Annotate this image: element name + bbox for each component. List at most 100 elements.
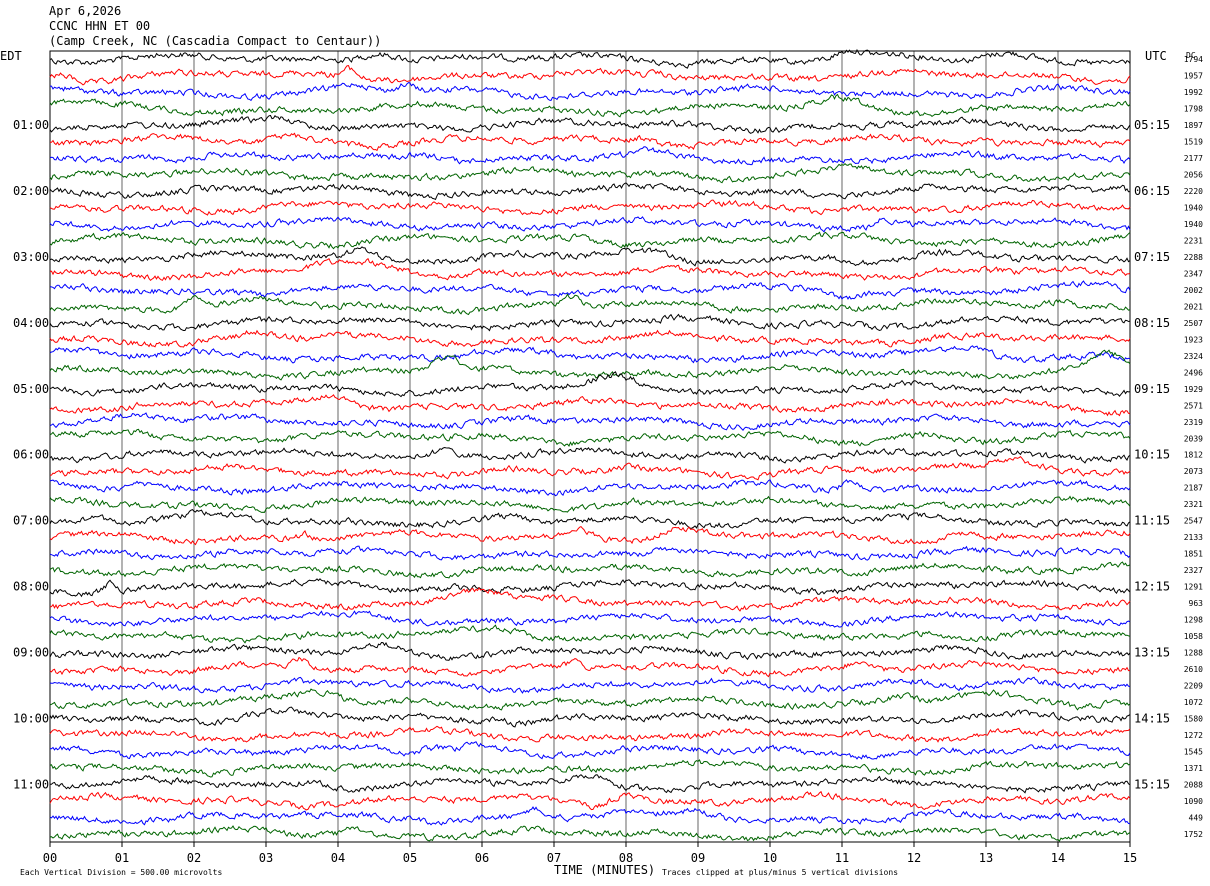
utc-hour-label: 09:15	[1134, 382, 1170, 396]
x-tick-label: 09	[691, 851, 705, 865]
trace-line	[49, 495, 1131, 513]
dc-offset-label: 2231	[1184, 237, 1203, 246]
trace-line	[49, 525, 1131, 546]
edt-hour-label: 07:00	[13, 514, 49, 528]
dc-offset-label: 2571	[1184, 401, 1203, 410]
dc-offset-label: 963	[1189, 599, 1204, 608]
trace-line	[49, 349, 1131, 381]
trace-line	[49, 587, 1131, 612]
x-tick-label: 15	[1123, 851, 1137, 865]
dc-offset-label: 2347	[1184, 269, 1203, 278]
trace-line	[49, 509, 1131, 529]
seismic-traces	[49, 48, 1131, 842]
header-date: Apr 6,2026	[49, 4, 122, 18]
right-timezone-label: UTC	[1145, 49, 1167, 63]
trace-line	[49, 199, 1131, 216]
utc-hour-label: 13:15	[1134, 645, 1170, 659]
trace-line	[49, 246, 1131, 267]
axis-labels: EDT UTC DC TIME (MINUTES) Each Vertical …	[0, 49, 1203, 877]
edt-hour-label: 05:00	[13, 382, 49, 396]
utc-hour-label: 11:15	[1134, 514, 1170, 528]
dc-offset-label: 2073	[1184, 467, 1203, 476]
trace-line	[49, 478, 1131, 497]
trace-line	[49, 456, 1131, 481]
utc-hour-label: 14:15	[1134, 711, 1170, 725]
dc-offset-label: 2319	[1184, 418, 1203, 427]
edt-hour-label: 02:00	[13, 184, 49, 198]
dc-offset-label: 1291	[1184, 583, 1203, 592]
dc-offset-label: 2056	[1184, 171, 1203, 180]
trace-line	[49, 65, 1131, 86]
trace-line	[50, 82, 1131, 102]
trace-line	[49, 725, 1131, 743]
trace-line	[49, 257, 1131, 281]
x-tick-label: 03	[259, 851, 273, 865]
dc-offset-label: 1072	[1184, 698, 1203, 707]
trace-line	[49, 412, 1131, 431]
dc-offset-label: 1851	[1184, 550, 1203, 559]
trace-line	[49, 759, 1131, 778]
dc-offset-label: 2547	[1184, 517, 1203, 526]
dc-label: DC	[1186, 51, 1196, 60]
dc-offset-label: 1371	[1184, 764, 1203, 773]
scale-note: Each Vertical Division = 500.00 microvol…	[20, 868, 222, 877]
clip-note: Traces clipped at plus/minus 5 vertical …	[662, 868, 898, 877]
trace-line	[50, 774, 1131, 794]
trace-line	[49, 231, 1131, 250]
trace-line	[49, 545, 1131, 561]
utc-hour-label: 05:15	[1134, 118, 1170, 132]
dc-offset-label: 2177	[1184, 154, 1203, 163]
dc-offset-label: 1992	[1184, 88, 1203, 97]
x-tick-label: 10	[763, 851, 777, 865]
trace-line	[49, 656, 1130, 678]
dc-offset-label: 1897	[1184, 121, 1203, 130]
dc-offset-label: 1929	[1184, 385, 1203, 394]
trace-line	[49, 216, 1131, 233]
trace-line	[49, 578, 1131, 598]
dc-offset-label: 2610	[1184, 665, 1203, 674]
x-tick-label: 13	[979, 851, 993, 865]
dc-offset-label: 2133	[1184, 533, 1203, 542]
dc-offset-label: 1752	[1184, 830, 1203, 839]
trace-line	[49, 561, 1131, 579]
edt-hour-label: 04:00	[13, 316, 49, 330]
x-tick-label: 00	[43, 851, 57, 865]
trace-line	[49, 293, 1131, 316]
trace-line	[49, 163, 1131, 184]
header-station: CCNC HHN ET 00	[49, 19, 151, 33]
grid-lines	[49, 50, 1131, 847]
x-tick-label: 11	[835, 851, 849, 865]
dc-offset-label: 1940	[1184, 204, 1203, 213]
trace-line	[49, 329, 1131, 348]
dc-offset-label: 1288	[1184, 648, 1203, 657]
dc-offset-label: 2321	[1184, 500, 1203, 509]
utc-hour-label: 12:15	[1134, 580, 1170, 594]
dc-offset-label: 1923	[1184, 335, 1203, 344]
trace-line	[49, 371, 1131, 398]
left-timezone-label: EDT	[0, 49, 22, 63]
trace-line	[49, 345, 1131, 364]
x-tick-label: 08	[619, 851, 633, 865]
dc-offset-label: 2002	[1184, 286, 1203, 295]
trace-line	[50, 741, 1131, 760]
edt-hour-label: 11:00	[13, 777, 49, 791]
trace-line	[49, 446, 1131, 464]
dc-offset-label: 2507	[1184, 319, 1203, 328]
trace-line	[49, 790, 1131, 811]
dc-offset-label: 1058	[1184, 632, 1203, 641]
x-tick-label: 12	[907, 851, 921, 865]
dc-offset-label: 1298	[1184, 616, 1203, 625]
dc-offset-label: 2187	[1184, 484, 1203, 493]
utc-hour-label: 10:15	[1134, 448, 1170, 462]
dc-offset-label: 449	[1189, 813, 1204, 822]
dc-offset-label: 1545	[1184, 747, 1203, 756]
dc-offset-label: 2327	[1184, 566, 1203, 575]
header-location: (Camp Creek, NC (Cascadia Compact to Cen…	[49, 34, 382, 48]
edt-hour-label: 01:00	[13, 118, 49, 132]
trace-line	[49, 146, 1131, 166]
dc-offset-label: 1798	[1184, 105, 1203, 114]
utc-hour-label: 06:15	[1134, 184, 1170, 198]
trace-line	[49, 610, 1131, 628]
dc-offset-label: 1580	[1184, 714, 1203, 723]
